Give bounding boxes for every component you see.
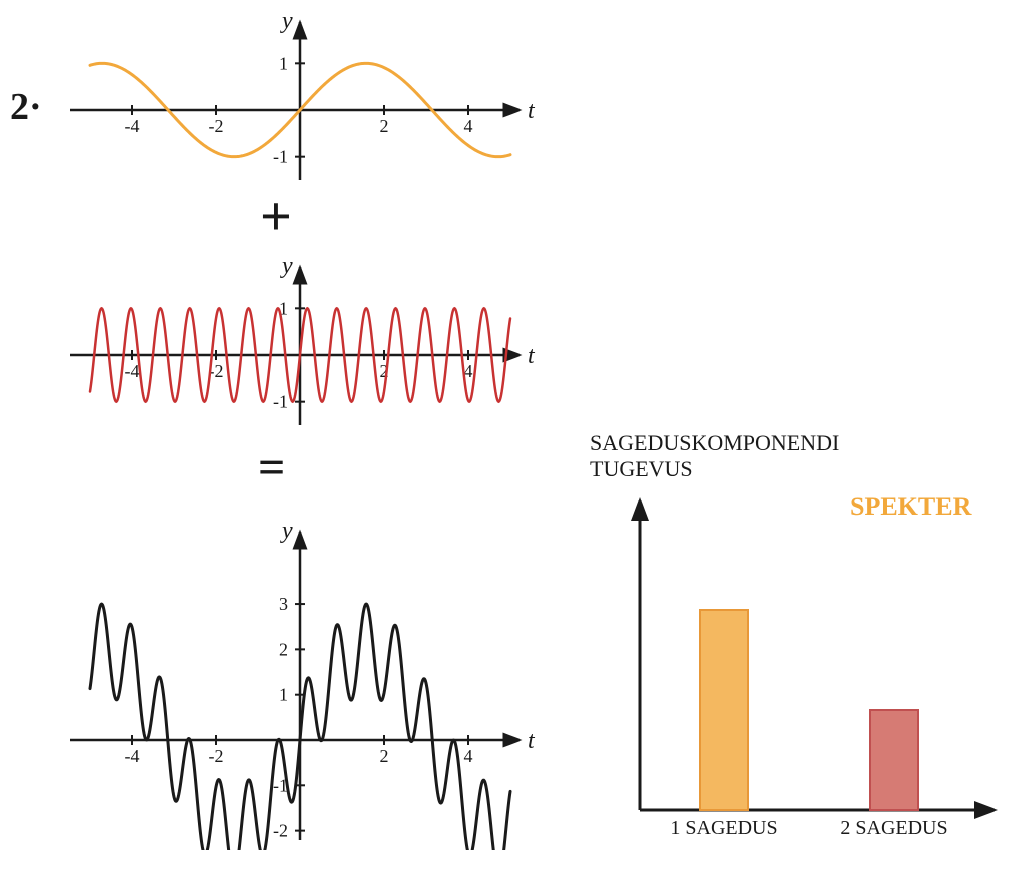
svg-text:y: y bbox=[280, 255, 293, 279]
svg-text:-4: -4 bbox=[125, 361, 140, 381]
multiplier-label: 2· bbox=[10, 85, 42, 129]
svg-text:2 SAGEDUS: 2 SAGEDUS bbox=[840, 817, 947, 839]
svg-text:-4: -4 bbox=[125, 746, 140, 766]
plot3-sum-wave: -4-224-2-1123yt bbox=[60, 520, 540, 850]
svg-text:1 SAGEDUS: 1 SAGEDUS bbox=[670, 817, 777, 839]
svg-text:TUGEVUS: TUGEVUS bbox=[590, 456, 693, 481]
svg-text:t: t bbox=[528, 728, 536, 754]
svg-text:-4: -4 bbox=[125, 116, 140, 136]
svg-text:y: y bbox=[280, 10, 293, 34]
plot2-highfreq-sine: -4-224-11yt bbox=[60, 255, 540, 435]
svg-text:y: y bbox=[280, 520, 293, 544]
svg-text:-1: -1 bbox=[273, 147, 288, 167]
svg-text:SAGEDUSKOMPONENDI: SAGEDUSKOMPONENDI bbox=[590, 430, 839, 455]
svg-text:1: 1 bbox=[279, 53, 288, 73]
equals-operator: = bbox=[258, 440, 281, 495]
svg-text:-2: -2 bbox=[273, 821, 288, 841]
svg-text:3: 3 bbox=[279, 594, 288, 614]
svg-text:1: 1 bbox=[279, 685, 288, 705]
spectrum-bar-chart: SAGEDUSKOMPONENDITUGEVUS SPEKTER 1 SAGEDUS… bbox=[570, 420, 1010, 850]
svg-text:4: 4 bbox=[464, 746, 473, 766]
plus-operator: + bbox=[260, 185, 292, 249]
svg-text:2: 2 bbox=[279, 639, 288, 659]
plot1-lowfreq-sine: -4 -2 2 4 -1 1 y t bbox=[60, 10, 540, 190]
svg-text:SPEKTER: SPEKTER bbox=[850, 492, 972, 521]
svg-text:t: t bbox=[528, 98, 536, 124]
svg-text:2: 2 bbox=[380, 116, 389, 136]
svg-text:-2: -2 bbox=[209, 116, 224, 136]
svg-text:-1: -1 bbox=[273, 392, 288, 412]
svg-text:2: 2 bbox=[380, 746, 389, 766]
svg-text:-2: -2 bbox=[209, 746, 224, 766]
svg-text:4: 4 bbox=[464, 116, 473, 136]
svg-text:t: t bbox=[528, 343, 536, 369]
